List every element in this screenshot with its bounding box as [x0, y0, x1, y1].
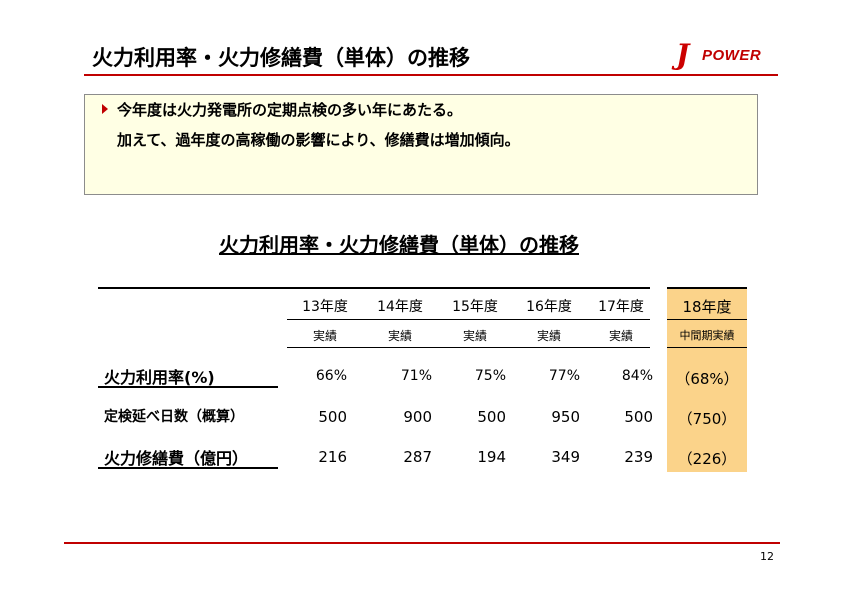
column-header-year: 17年度: [598, 299, 644, 315]
column-header-sub: 実績: [608, 329, 633, 343]
jpower-logo: J POWER: [676, 40, 780, 70]
table-cell: 349: [551, 448, 580, 466]
summary-callout: [84, 94, 758, 195]
table-top-rule: [98, 287, 650, 289]
header-divider: [287, 319, 650, 320]
row-label-underline: [98, 467, 278, 469]
row-label-utilization: 火力利用率(%): [104, 368, 215, 387]
column-header-sub-fy18: 中間期実績: [679, 329, 735, 342]
table-cell-fy18: （68%）: [675, 370, 739, 388]
column-header-year: 13年度: [302, 299, 348, 315]
table-cell: 84%: [621, 368, 653, 384]
table-cell: 500: [477, 408, 506, 426]
column-header-sub: 実績: [312, 329, 337, 343]
table-cell: 239: [624, 448, 653, 466]
column-header-sub: 実績: [387, 329, 412, 343]
table-top-rule-fy18: [667, 287, 747, 289]
title-rule: [84, 74, 778, 76]
column-header-year: 15年度: [452, 299, 498, 315]
table-cell-fy18: （226）: [677, 450, 737, 468]
column-header-sub: 実績: [462, 329, 487, 343]
table-cell: 500: [318, 408, 347, 426]
table-cell: 216: [318, 448, 347, 466]
table-cell: 900: [403, 408, 432, 426]
column-header-year: 16年度: [526, 299, 572, 315]
subheader-divider: [287, 347, 650, 348]
row-label-repair-cost: 火力修繕費（億円）: [104, 449, 249, 468]
column-header-year-fy18: 18年度: [682, 298, 732, 316]
table-cell-fy18: （750）: [677, 410, 737, 428]
table-cell: 71%: [400, 368, 432, 384]
logo-text: POWER: [702, 47, 762, 64]
table-cell: 950: [551, 408, 580, 426]
column-header-sub: 実績: [536, 329, 561, 343]
row-label-inspection-days: 定検延べ日数（概算）: [104, 409, 244, 425]
callout-line-1: 今年度は火力発電所の定期点検の多い年にあたる。: [117, 101, 463, 119]
page-number: 12: [760, 550, 774, 563]
callout-line-2: 加えて、過年度の高稼働の影響により、修繕費は増加傾向。: [117, 131, 520, 149]
table-title: 火力利用率・火力修繕費（単体）の推移: [219, 233, 579, 257]
table-cell: 75%: [474, 368, 506, 384]
footer-rule: [64, 542, 780, 544]
slide-title: 火力利用率・火力修繕費（単体）の推移: [92, 46, 470, 70]
table-cell: 66%: [315, 368, 347, 384]
logo-mark: J: [676, 38, 690, 71]
row-label-underline: [98, 386, 278, 388]
table-cell: 77%: [548, 368, 580, 384]
header-divider-fy18: [667, 319, 747, 320]
table-cell: 287: [403, 448, 432, 466]
fy18-highlight-column: [667, 288, 747, 472]
table-cell: 500: [624, 408, 653, 426]
table-cell: 194: [477, 448, 506, 466]
column-header-year: 14年度: [377, 299, 423, 315]
bullet-arrow-icon: [102, 104, 108, 114]
subheader-divider-fy18: [667, 347, 747, 348]
